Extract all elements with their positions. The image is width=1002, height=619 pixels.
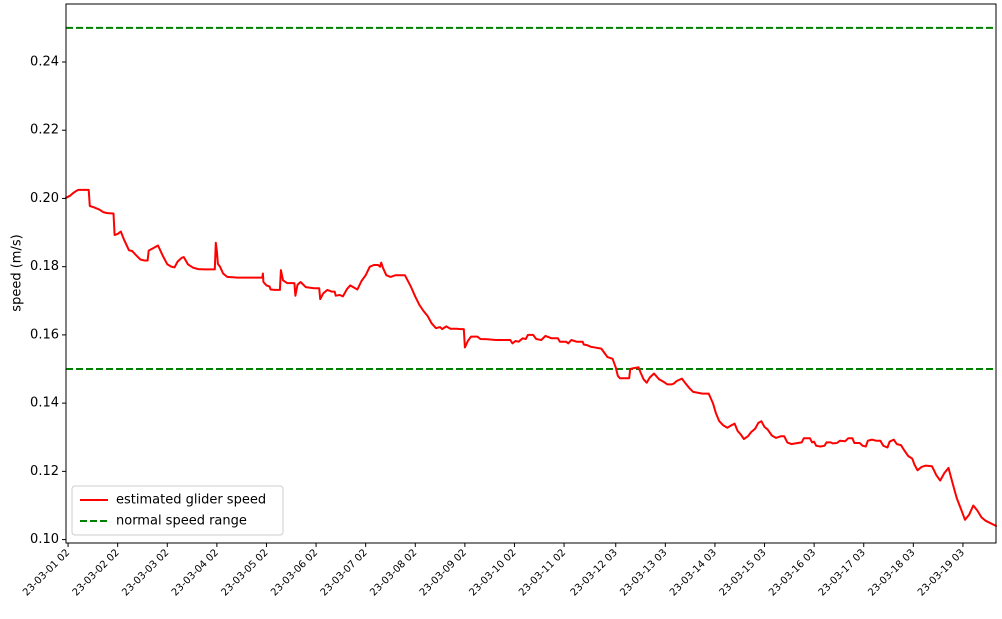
y-axis: 0.10 0.12 0.14 0.16 0.18 0.20 0.22 0.24	[30, 54, 66, 547]
y-axis-label: speed (m/s)	[10, 234, 25, 311]
y-tick-label-0: 0.10	[30, 532, 59, 547]
normal-speed-range-lines	[66, 26, 996, 371]
plot-frame	[65, 3, 997, 544]
y-tick-label-5: 0.20	[30, 191, 59, 206]
y-tick-label-3: 0.16	[30, 327, 59, 342]
y-tick-label-1: 0.12	[30, 464, 59, 479]
y-tick-label-7: 0.24	[30, 54, 59, 69]
y-tick-label-2: 0.14	[30, 396, 59, 411]
y-tick-label-6: 0.22	[30, 123, 59, 138]
legend-label-speed: estimated glider speed	[116, 493, 266, 508]
y-tick-label-4: 0.18	[30, 259, 59, 274]
legend-label-range: normal speed range	[116, 514, 247, 529]
glider-speed-line	[65, 188, 997, 527]
legend: estimated glider speed normal speed rang…	[71, 485, 284, 536]
legend-box	[71, 485, 284, 536]
